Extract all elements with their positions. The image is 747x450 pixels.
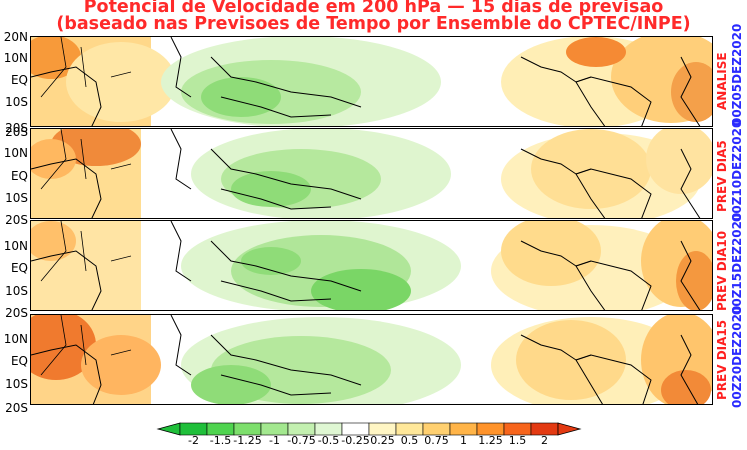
lat-label: EQ — [10, 73, 28, 87]
panel-date: 00Z10DEZ2020 — [730, 119, 744, 222]
map-panel-prev-dia10 — [30, 220, 713, 311]
map-panel-analise — [30, 36, 713, 127]
lat-label: 20S — [5, 306, 28, 320]
map-panel-prev-dia15 — [30, 314, 713, 405]
panel-date: 00Z05DEZ2020 — [730, 23, 744, 126]
lat-label: 20S — [5, 125, 28, 139]
colorbar-label: 1.25 — [478, 434, 503, 447]
panel-date: 00Z15DEZ2020 — [730, 212, 744, 315]
colorbar-label: 2 — [541, 434, 548, 447]
colorbar-right-arrow — [557, 422, 582, 436]
velocity-potential-map — [31, 37, 712, 126]
colorbar-label: -2 — [188, 434, 199, 447]
colorbar-label: 0.25 — [370, 434, 395, 447]
colorbar — [156, 422, 582, 436]
colorbar-label: 1.5 — [508, 434, 527, 447]
colorbar-label: 0.5 — [400, 434, 419, 447]
lat-label: 20S — [5, 401, 28, 415]
panel-label: PREV DIA5 — [715, 140, 729, 212]
colorbar-label: -0.5 — [317, 434, 340, 447]
lat-label: 20S — [5, 213, 28, 227]
colorbar-label: -1.25 — [233, 434, 262, 447]
colorbar-label: -0.25 — [341, 434, 370, 447]
lat-label: 10S — [5, 95, 28, 109]
lat-label: 10S — [5, 377, 28, 391]
lat-label: EQ — [10, 354, 28, 368]
lat-label: 10N — [3, 146, 28, 160]
map-panel-prev-dia5 — [30, 128, 713, 219]
colorbar-label: 1 — [460, 434, 467, 447]
colorbar-left-arrow — [156, 422, 181, 436]
lat-label: EQ — [10, 261, 28, 275]
panel-label: PREV DIA10 — [715, 230, 729, 311]
velocity-potential-map — [31, 221, 712, 310]
velocity-potential-map — [31, 129, 712, 218]
lat-label: 20S — [5, 121, 28, 135]
lat-label: 10S — [5, 284, 28, 298]
panel-label: PREV DIA15 — [715, 319, 729, 400]
colorbar-label: -1.5 — [209, 434, 232, 447]
lat-label: 10N — [3, 239, 28, 253]
colorbar-label: -0.75 — [287, 434, 316, 447]
lat-label: 10S — [5, 191, 28, 205]
colorbar-label: -1 — [269, 434, 280, 447]
map-subtitle: (baseado nas Previsoes de Tempo por Ense… — [56, 14, 691, 34]
lat-label: 20N — [3, 30, 28, 44]
velocity-potential-map — [31, 315, 712, 404]
lat-label: 10N — [3, 51, 28, 65]
lat-label: EQ — [10, 169, 28, 183]
map-title: Potencial de Velocidade em 200 hPa — 15 … — [83, 0, 664, 17]
panel-label: ANALISE — [715, 52, 729, 110]
colorbar-label: 0.75 — [424, 434, 449, 447]
lat-label: 10N — [3, 332, 28, 346]
panel-date: 00Z20DEZ2020 — [730, 305, 744, 408]
